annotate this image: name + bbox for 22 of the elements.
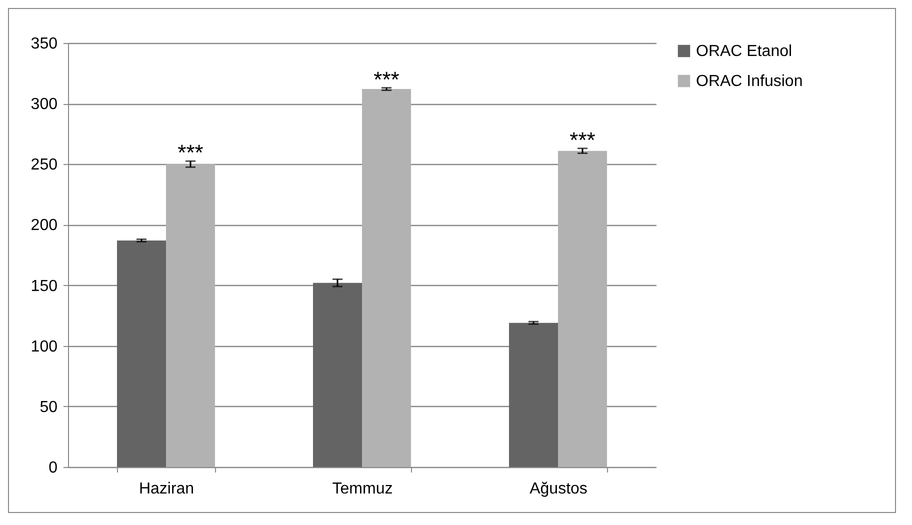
- y-tick-label: 100: [30, 338, 58, 356]
- y-tick-label: 300: [30, 96, 58, 114]
- bar: [558, 150, 607, 467]
- y-tick-label: 200: [30, 217, 58, 234]
- legend-label: ORAC Etanol: [696, 43, 792, 60]
- y-tick-label: 50: [40, 398, 58, 416]
- bar: [117, 240, 166, 467]
- y-tick-label: 0: [48, 460, 58, 476]
- x-tick-label: Temmuz: [332, 480, 393, 498]
- bar: [166, 164, 215, 467]
- y-tick-label: 150: [30, 278, 58, 295]
- bar: [362, 89, 411, 467]
- y-tick-label: 350: [30, 36, 58, 52]
- annotation: ***: [374, 66, 400, 92]
- annotation: ***: [178, 140, 204, 166]
- x-tick-label: Ağustos: [530, 480, 588, 498]
- x-tick-label: Haziran: [138, 480, 194, 498]
- annotation: ***: [570, 127, 596, 152]
- y-tick-label: 250: [30, 156, 58, 174]
- bar: [509, 322, 558, 467]
- bar: [313, 282, 362, 467]
- legend-label: ORAC Infusion: [696, 73, 803, 90]
